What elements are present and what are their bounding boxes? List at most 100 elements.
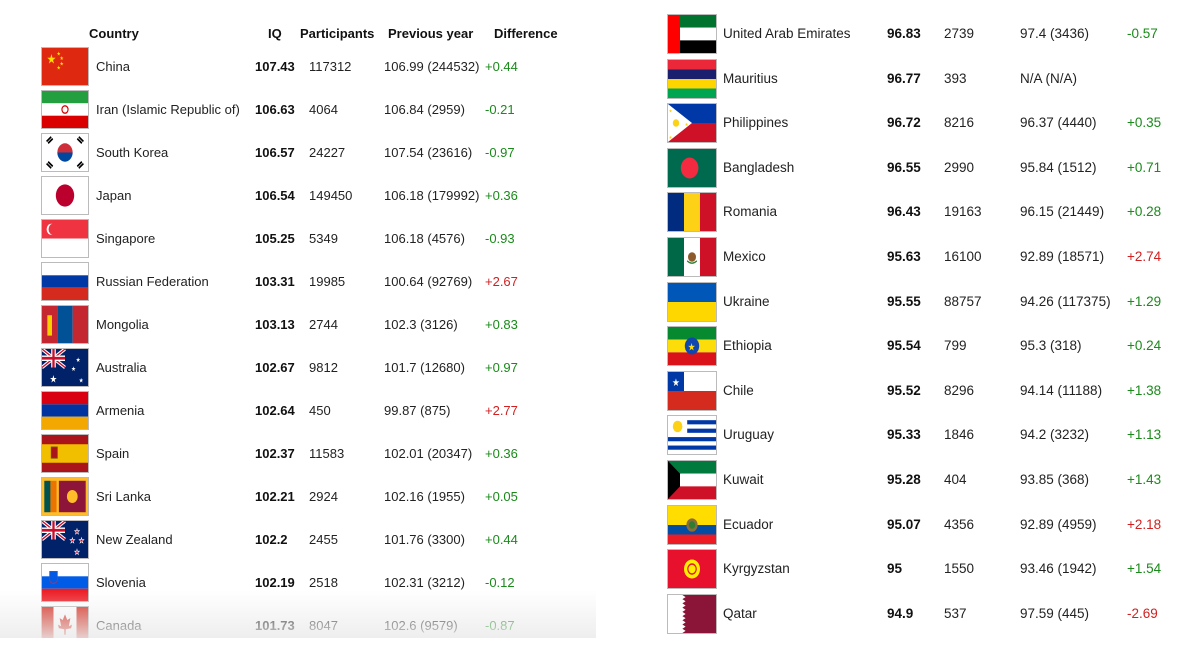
table-row: Qatar 94.9 537 97.59 (445) -2.69	[600, 593, 1200, 639]
table-row: Romania 96.43 19163 96.15 (21449) +0.28	[600, 192, 1200, 237]
table-row: Uruguay 95.33 1846 94.2 (3232) +1.13	[600, 415, 1200, 460]
difference-value: +0.44	[485, 59, 518, 74]
svg-text:★: ★	[60, 61, 65, 68]
iq-value: 96.43	[887, 204, 921, 220]
iq-value: 106.54	[255, 188, 295, 203]
svg-text:★: ★	[60, 56, 65, 63]
iq-value: 106.63	[255, 102, 295, 117]
kyrgyzstan-flag-icon	[667, 549, 717, 590]
participants-value: 117312	[309, 59, 352, 74]
iq-value: 95	[887, 561, 903, 577]
australia-flag-icon: ★ ★ ★ ★	[41, 348, 89, 387]
svg-text:★: ★	[79, 377, 84, 385]
table-row: Sri Lanka 102.21 2924 102.16 (1955) +0.05	[0, 477, 596, 520]
participants-value: 9812	[309, 360, 338, 375]
participants-value: 1550	[944, 561, 975, 577]
table-row: Bangladesh 96.55 2990 95.84 (1512) +0.71	[600, 147, 1200, 193]
iq-value: 95.33	[887, 427, 921, 443]
difference-value: -0.93	[485, 231, 515, 246]
participants-value: 2739	[944, 26, 975, 41]
country-name: Armenia	[96, 403, 145, 418]
iq-value: 95.63	[887, 249, 921, 264]
previous-year-value: 102.01 (20347)	[384, 446, 473, 461]
table-row: Slovenia 102.19 2518 102.31 (3212) -0.12	[0, 563, 596, 606]
difference-value: +1.13	[1127, 427, 1162, 443]
previous-year-value: 101.76 (3300)	[384, 532, 465, 547]
right-table: United Arab Emirates 96.83 2739 97.4 (3436)…	[600, 0, 1200, 648]
participants-value: 799	[944, 338, 967, 354]
iq-value: 107.43	[255, 59, 295, 74]
header-country: Country	[89, 26, 139, 41]
iq-value: 94.9	[887, 605, 914, 621]
iq-value: 96.77	[887, 70, 921, 86]
difference-value: -2.69	[1127, 605, 1158, 621]
table-row: Japan 106.54 149450 106.18 (179992) +0.36	[0, 176, 596, 219]
new-zealand-flag-icon: ★ ★ ★ ★	[41, 520, 89, 559]
previous-year-value: 96.37 (4440)	[1020, 115, 1097, 131]
difference-value: -0.21	[485, 102, 515, 117]
difference-value: -0.12	[485, 575, 515, 590]
participants-value: 2455	[309, 532, 338, 547]
difference-value: +0.97	[485, 360, 518, 375]
country-name: Singapore	[96, 231, 156, 246]
slovenia-flag-icon	[41, 563, 89, 602]
participants-value: 24227	[309, 145, 346, 160]
difference-value: +1.38	[1127, 382, 1162, 398]
difference-value: +0.36	[485, 446, 518, 461]
header-previous-year: Previous year	[388, 26, 474, 41]
difference-value: +0.35	[1127, 115, 1162, 131]
iq-value: 95.54	[887, 338, 921, 354]
country-name: Canada	[96, 618, 142, 633]
participants-value: 537	[944, 605, 967, 621]
iq-value: 102.21	[255, 489, 295, 504]
participants-value: 19163	[944, 204, 982, 220]
iq-value: 101.73	[255, 618, 295, 633]
previous-year-value: 92.89 (4959)	[1020, 516, 1097, 532]
previous-year-value: 99.87 (875)	[384, 403, 451, 418]
previous-year-value: 93.46 (1942)	[1020, 561, 1097, 577]
table-row: Ecuador 95.07 4356 92.89 (4959) +2.18	[600, 504, 1200, 550]
difference-value: -0.97	[485, 145, 515, 160]
table-row: United Arab Emirates 96.83 2739 97.4 (3436)…	[600, 14, 1200, 59]
svg-text:★: ★	[70, 538, 75, 546]
participants-value: 88757	[944, 293, 982, 309]
difference-value: +1.29	[1127, 293, 1162, 309]
table-row: Mauritius 96.77 393 N/A (N/A)	[600, 58, 1200, 104]
iq-value: 102.2	[255, 532, 288, 547]
romania-flag-icon	[667, 192, 717, 233]
country-name: Australia	[96, 360, 147, 375]
iq-value: 102.64	[255, 403, 295, 418]
participants-value: 16100	[944, 249, 982, 264]
participants-value: 19985	[309, 274, 346, 289]
participants-value: 2744	[309, 317, 338, 332]
participants-value: 404	[944, 472, 967, 487]
country-name: Spain	[96, 446, 130, 461]
country-name: Slovenia	[96, 575, 146, 590]
svg-text:★: ★	[57, 65, 62, 72]
iq-value: 103.31	[255, 274, 295, 289]
previous-year-value: 107.54 (23616)	[384, 145, 473, 160]
difference-value: +0.36	[485, 188, 518, 203]
participants-value: 2518	[309, 575, 338, 590]
ukraine-flag-icon	[667, 281, 717, 322]
table-row: Singapore 105.25 5349 106.18 (4576) -0.93	[0, 219, 596, 262]
qatar-flag-icon	[667, 593, 717, 634]
country-name: Ecuador	[723, 516, 774, 532]
kuwait-flag-icon	[667, 460, 717, 500]
svg-text:★: ★	[79, 538, 84, 546]
country-name: Sri Lanka	[96, 489, 151, 504]
country-name: Uruguay	[723, 427, 775, 443]
difference-value: +0.83	[485, 317, 518, 332]
singapore-flag-icon	[41, 219, 89, 258]
previous-year-value: 97.59 (445)	[1020, 605, 1090, 621]
iq-value: 103.13	[255, 317, 295, 332]
country-name: Ukraine	[723, 293, 770, 309]
participants-value: 2924	[309, 489, 338, 504]
country-name: Mongolia	[96, 317, 149, 332]
russia-flag-icon	[41, 262, 89, 301]
table-row: Canada 101.73 8047 102.6 (9579) -0.87	[0, 606, 596, 638]
svg-text:★: ★	[76, 357, 81, 365]
spain-flag-icon	[41, 434, 89, 473]
previous-year-value: 106.18 (4576)	[384, 231, 465, 246]
svg-text:★: ★	[47, 52, 57, 67]
